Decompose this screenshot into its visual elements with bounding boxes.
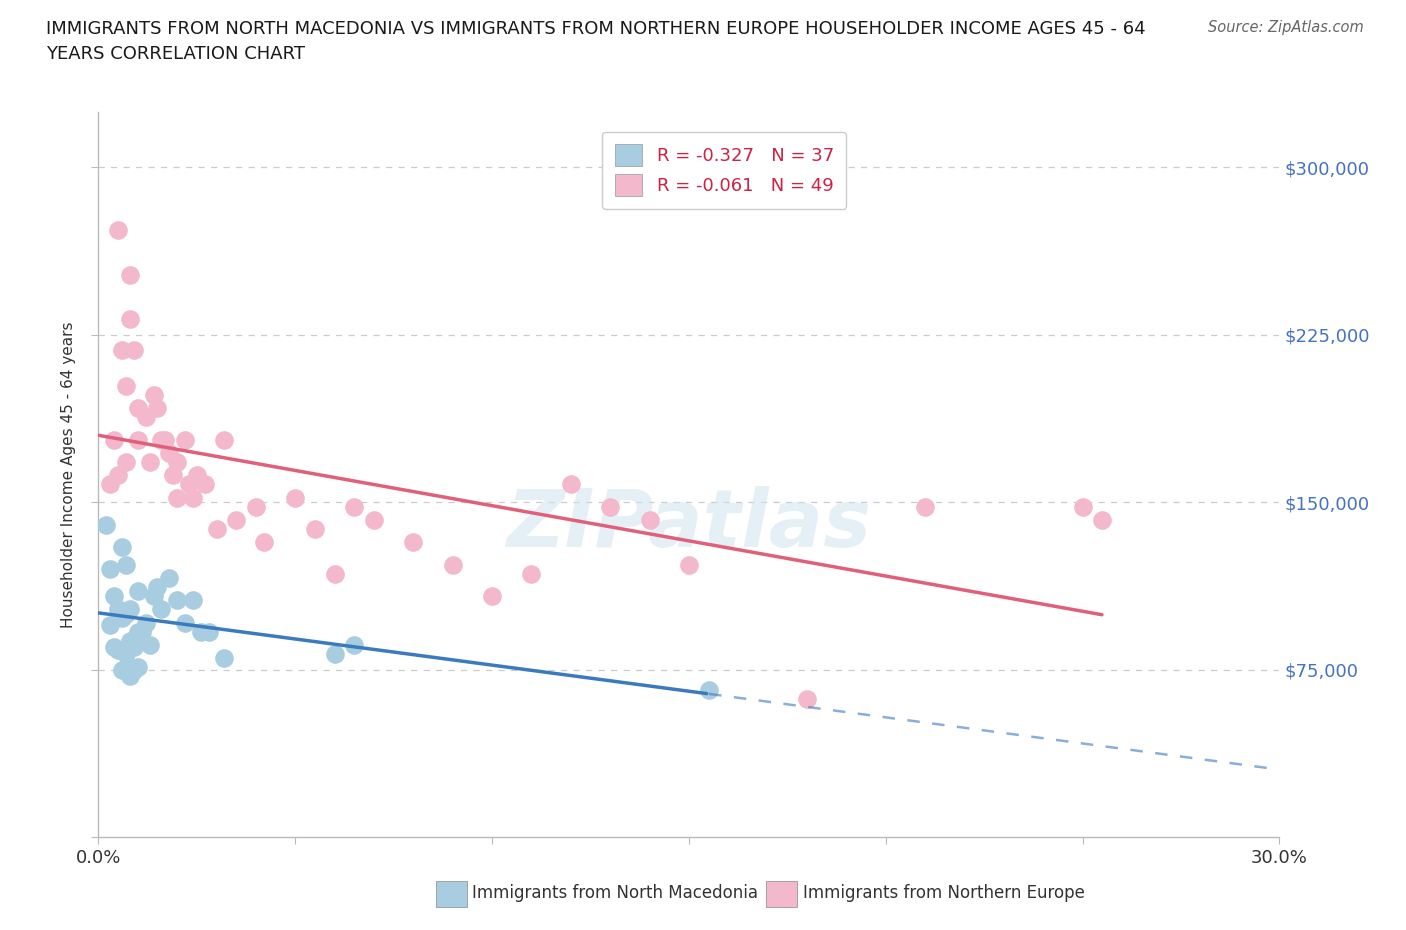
Point xyxy=(150,432,173,447)
Point xyxy=(253,535,276,550)
Point xyxy=(115,646,138,661)
Point xyxy=(111,539,134,554)
Point xyxy=(118,267,141,282)
Legend: R = -0.327   N = 37, R = -0.061   N = 49: R = -0.327 N = 37, R = -0.061 N = 49 xyxy=(602,131,846,209)
Point xyxy=(115,379,138,393)
Point xyxy=(599,499,621,514)
Point xyxy=(205,522,228,537)
Point xyxy=(225,512,247,527)
Point xyxy=(678,557,700,572)
Point xyxy=(127,584,149,599)
Point xyxy=(98,618,121,632)
Point xyxy=(98,477,121,492)
Text: Source: ZipAtlas.com: Source: ZipAtlas.com xyxy=(1208,20,1364,35)
Point xyxy=(115,455,138,470)
Point xyxy=(118,312,141,326)
Point xyxy=(363,512,385,527)
Point xyxy=(122,640,145,655)
Point xyxy=(127,401,149,416)
Point xyxy=(131,624,153,639)
Text: YEARS CORRELATION CHART: YEARS CORRELATION CHART xyxy=(46,45,305,62)
Text: Immigrants from North Macedonia: Immigrants from North Macedonia xyxy=(472,884,758,902)
Point xyxy=(166,593,188,608)
Point xyxy=(162,468,184,483)
Point xyxy=(638,512,661,527)
Point xyxy=(107,602,129,617)
Point xyxy=(914,499,936,514)
Point xyxy=(245,499,267,514)
Point xyxy=(155,432,177,447)
Y-axis label: Householder Income Ages 45 - 64 years: Householder Income Ages 45 - 64 years xyxy=(60,321,76,628)
Point xyxy=(343,499,366,514)
Point xyxy=(194,477,217,492)
Point xyxy=(197,624,219,639)
Point xyxy=(122,662,145,677)
Point xyxy=(174,616,197,631)
Point xyxy=(96,517,118,532)
Point xyxy=(122,343,145,358)
Point xyxy=(146,579,169,594)
Point xyxy=(142,589,165,604)
Point xyxy=(138,638,160,653)
Text: Immigrants from Northern Europe: Immigrants from Northern Europe xyxy=(803,884,1084,902)
Point xyxy=(181,490,204,505)
Point xyxy=(166,490,188,505)
Point xyxy=(115,606,138,621)
Point xyxy=(111,662,134,677)
Point xyxy=(343,638,366,653)
Point xyxy=(796,691,818,706)
Point xyxy=(166,455,188,470)
Point xyxy=(118,633,141,648)
Point xyxy=(181,593,204,608)
Point xyxy=(157,445,180,460)
Point xyxy=(520,566,543,581)
Point xyxy=(174,432,197,447)
Point xyxy=(107,222,129,237)
Point xyxy=(190,624,212,639)
Point xyxy=(481,589,503,604)
Point xyxy=(157,571,180,586)
Point xyxy=(323,646,346,661)
Point xyxy=(118,669,141,684)
Point xyxy=(402,535,425,550)
Point xyxy=(323,566,346,581)
Point xyxy=(150,602,173,617)
Point xyxy=(138,455,160,470)
Point xyxy=(441,557,464,572)
Point xyxy=(1091,512,1114,527)
Point xyxy=(1071,499,1094,514)
Point xyxy=(107,642,129,657)
Point xyxy=(118,602,141,617)
Point xyxy=(146,401,169,416)
Point xyxy=(115,557,138,572)
Text: ZIPatlas: ZIPatlas xyxy=(506,486,872,565)
Point xyxy=(111,343,134,358)
Point xyxy=(103,589,125,604)
Point xyxy=(560,477,582,492)
Point xyxy=(111,611,134,626)
Point xyxy=(284,490,307,505)
Point xyxy=(186,468,208,483)
Point xyxy=(127,660,149,675)
Point xyxy=(127,432,149,447)
Point xyxy=(214,432,236,447)
Point xyxy=(142,388,165,403)
Point xyxy=(98,562,121,577)
Point xyxy=(304,522,326,537)
Point xyxy=(127,624,149,639)
Point xyxy=(214,651,236,666)
Point xyxy=(103,432,125,447)
Point xyxy=(135,616,157,631)
Point xyxy=(697,683,720,698)
Point xyxy=(177,477,200,492)
Text: IMMIGRANTS FROM NORTH MACEDONIA VS IMMIGRANTS FROM NORTHERN EUROPE HOUSEHOLDER I: IMMIGRANTS FROM NORTH MACEDONIA VS IMMIG… xyxy=(46,20,1146,38)
Point xyxy=(103,640,125,655)
Point xyxy=(107,468,129,483)
Point xyxy=(135,410,157,425)
